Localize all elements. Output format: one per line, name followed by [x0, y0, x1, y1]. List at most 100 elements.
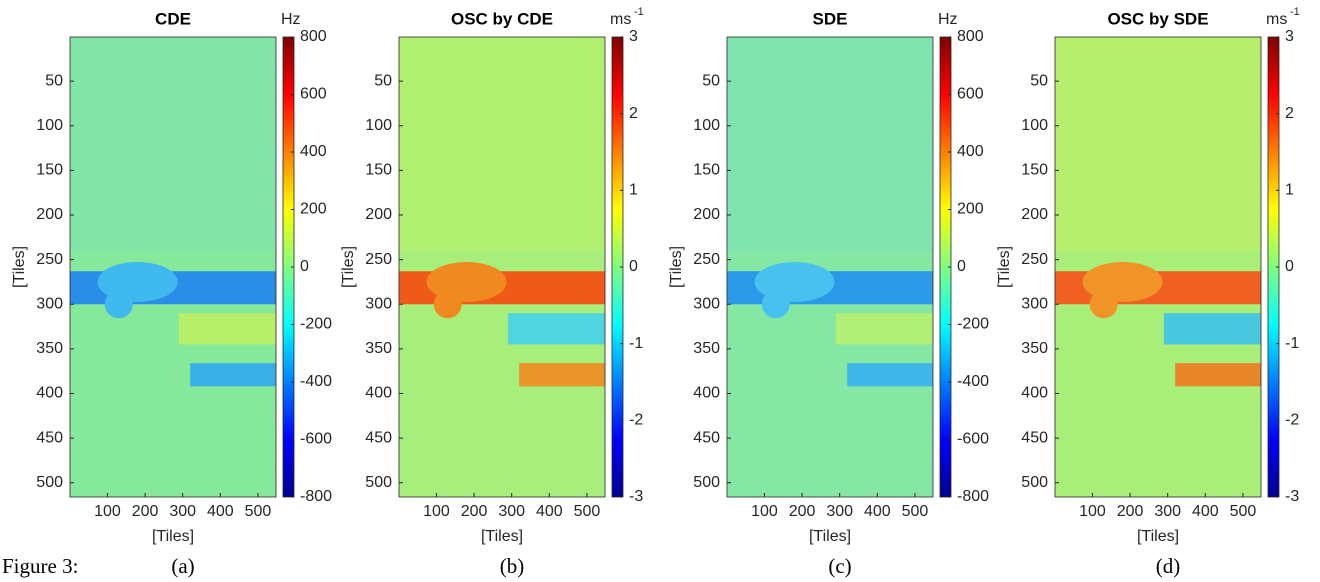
- y-tick-label: 500: [36, 474, 63, 491]
- colorbar-tick-label: 200: [957, 201, 984, 218]
- axes-frame: [398, 36, 606, 498]
- colorbar-tick-label: 600: [957, 86, 984, 103]
- x-tick-label: 200: [132, 503, 159, 520]
- y-tick-label: 350: [365, 340, 392, 357]
- heatmap-region: [399, 37, 605, 251]
- y-tick-label: 50: [374, 72, 392, 89]
- x-tick-label: 100: [1079, 503, 1106, 520]
- colorbar-tick-label: -2: [629, 412, 643, 429]
- x-tick-label: 300: [498, 503, 525, 520]
- axes-frame: [1054, 36, 1262, 498]
- y-tick-label: 250: [1021, 251, 1048, 268]
- colorbar-units: ms: [610, 11, 631, 28]
- x-tick-label: 200: [461, 503, 488, 520]
- x-tick-label: 500: [902, 503, 929, 520]
- heatmap-region: [104, 290, 133, 319]
- y-tick-label: 300: [365, 295, 392, 312]
- caption: (a): [171, 554, 194, 578]
- y-tick-label: 100: [693, 117, 720, 134]
- colorbar-tick-label: 600: [300, 86, 327, 103]
- x-tick-label: 100: [94, 503, 121, 520]
- x-axis-label: [Tiles]: [481, 528, 523, 545]
- heatmap-region: [1163, 313, 1261, 345]
- heatmap-region: [1175, 363, 1261, 387]
- y-tick-label: 500: [365, 474, 392, 491]
- y-tick-label: 250: [693, 251, 720, 268]
- y-tick-label: 400: [693, 385, 720, 402]
- x-tick-label: 300: [169, 503, 196, 520]
- colorbar-tick-label: -200: [957, 316, 989, 333]
- colorbar-tick-label: -800: [957, 488, 989, 505]
- heatmap-region: [507, 313, 605, 345]
- colorbar-tick-label: 0: [629, 258, 638, 275]
- chart-title: OSC by CDE: [451, 9, 553, 28]
- panel: 100 200 300 400 500 50 100 150 200 250 300 350 400 45…: [996, 6, 1300, 578]
- x-tick-label: 400: [864, 503, 891, 520]
- x-tick-label: 300: [1154, 503, 1181, 520]
- y-tick-label: 150: [693, 162, 720, 179]
- y-tick-label: 100: [365, 117, 392, 134]
- y-tick-label: 350: [1021, 340, 1048, 357]
- colorbar-tick-label: 800: [300, 28, 327, 45]
- x-tick-label: 200: [789, 503, 816, 520]
- heatmap-region: [1055, 37, 1261, 251]
- chart-title: OSC by SDE: [1107, 9, 1208, 28]
- x-tick-label: 400: [536, 503, 563, 520]
- colorbar-units: ms: [1266, 11, 1287, 28]
- heatmap-region: [1089, 290, 1118, 319]
- y-axis-label: [Tiles]: [668, 246, 685, 288]
- y-tick-label: 100: [1021, 117, 1048, 134]
- x-tick-label: 500: [245, 503, 272, 520]
- y-tick-label: 450: [36, 429, 63, 446]
- colorbar-tick-label: -2: [1285, 412, 1299, 429]
- colorbar-tick-label: 2: [1285, 105, 1294, 122]
- x-tick-label: 300: [826, 503, 853, 520]
- y-tick-label: 150: [365, 162, 392, 179]
- colorbar-tick-label: 0: [957, 258, 966, 275]
- colorbar-tick-label: 1: [629, 182, 638, 199]
- y-axis-label: [Tiles]: [996, 246, 1013, 288]
- panel: 100 200 300 400 500 50 100 150 200 250 300 350 400 45…: [668, 9, 989, 577]
- x-tick-label: 500: [1230, 503, 1257, 520]
- heatmap-region: [519, 363, 605, 387]
- colorbar-tick-label: 200: [300, 201, 327, 218]
- y-tick-label: 400: [1021, 385, 1048, 402]
- colorbar-tick-label: -400: [300, 373, 332, 390]
- y-tick-label: 500: [693, 474, 720, 491]
- y-tick-label: 250: [365, 251, 392, 268]
- chart-title: CDE: [155, 9, 191, 28]
- y-tick-label: 200: [365, 206, 392, 223]
- x-axis-label: [Tiles]: [1137, 528, 1179, 545]
- y-tick-label: 50: [702, 72, 720, 89]
- y-tick-label: 400: [365, 385, 392, 402]
- y-tick-label: 450: [365, 429, 392, 446]
- heatmap-region: [835, 313, 933, 345]
- y-tick-label: 200: [1021, 206, 1048, 223]
- y-tick-label: 50: [1030, 72, 1048, 89]
- colorbar-units-power: -1: [1290, 6, 1300, 18]
- figure-label: Figure 3:: [2, 554, 78, 578]
- y-tick-label: 300: [693, 295, 720, 312]
- x-tick-label: 500: [574, 503, 601, 520]
- y-tick-label: 200: [693, 206, 720, 223]
- y-tick-label: 300: [1021, 295, 1048, 312]
- y-tick-label: 500: [1021, 474, 1048, 491]
- x-tick-label: 400: [1192, 503, 1219, 520]
- heatmap-region: [847, 363, 933, 387]
- y-tick-label: 200: [36, 206, 63, 223]
- x-axis-label: [Tiles]: [152, 528, 194, 545]
- caption: (b): [500, 554, 525, 578]
- colorbar-tick-label: 1: [1285, 182, 1294, 199]
- y-tick-label: 450: [693, 429, 720, 446]
- y-axis-label: [Tiles]: [11, 246, 28, 288]
- colorbar-tick-label: -200: [300, 316, 332, 333]
- y-tick-label: 150: [36, 162, 63, 179]
- chart-title: SDE: [813, 9, 848, 28]
- y-tick-label: 300: [36, 295, 63, 312]
- heatmap-region: [727, 37, 933, 251]
- colorbar-tick-label: -1: [629, 335, 643, 352]
- caption: (d): [1156, 554, 1181, 578]
- colorbar-tick-label: 400: [957, 143, 984, 160]
